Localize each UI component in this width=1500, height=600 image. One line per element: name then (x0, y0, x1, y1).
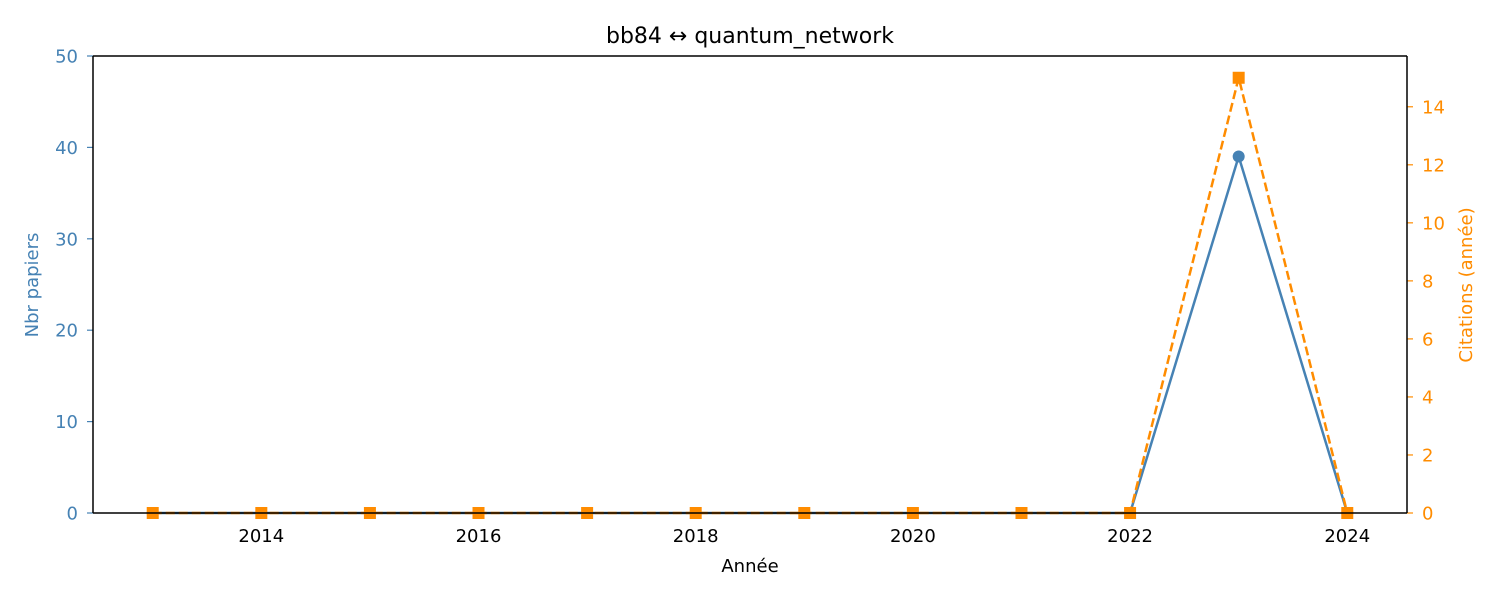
chart-title: bb84 ↔ quantum_network (606, 24, 894, 49)
y-right-tick-label: 14 (1422, 97, 1445, 118)
y-right-tick-label: 10 (1422, 213, 1445, 234)
x-tick-label: 2020 (890, 526, 936, 547)
x-tick-label: 2014 (238, 526, 284, 547)
y-right-tick-label: 2 (1422, 445, 1433, 466)
x-tick-label: 2024 (1324, 526, 1370, 547)
y-left-tick-label: 50 (55, 47, 78, 68)
y-left-tick-label: 30 (55, 229, 78, 250)
y-right-tick-label: 12 (1422, 155, 1445, 176)
y-right-tick-label: 0 (1422, 504, 1433, 525)
y-right-tick-label: 4 (1422, 387, 1433, 408)
x-tick-label: 2018 (673, 526, 719, 547)
y-left-tick-label: 40 (55, 138, 78, 159)
x-tick-label: 2016 (456, 526, 502, 547)
y-axis-left-label: Nbr papiers (22, 233, 43, 338)
y-right-tick-label: 8 (1422, 271, 1433, 292)
series-line-right (152, 76, 1349, 515)
data-point-right (1232, 71, 1245, 84)
y-left-tick-label: 0 (67, 504, 78, 525)
plot-area: 2014 2016 2018 2020 2022 2024 0 10 20 30 40 50 0 2 4 6 8… (55, 47, 1445, 548)
y-axis-right-label: Citations (année) (1456, 207, 1477, 362)
x-tick-label: 2022 (1107, 526, 1153, 547)
y-left-tick-label: 10 (55, 412, 78, 433)
y-left-tick-label: 20 (55, 321, 78, 342)
x-axis-label: Année (721, 556, 778, 577)
data-point-left (1232, 150, 1245, 163)
y-right-tick-label: 6 (1422, 329, 1433, 350)
series-line-left (152, 155, 1349, 515)
